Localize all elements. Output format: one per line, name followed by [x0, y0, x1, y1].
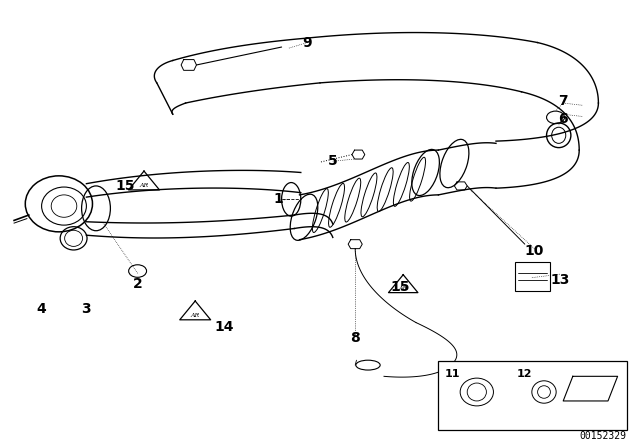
Text: 15: 15 — [115, 179, 134, 193]
Text: 3: 3 — [81, 302, 92, 316]
Text: AR: AR — [140, 183, 148, 189]
Text: 13: 13 — [550, 273, 570, 287]
Text: 14: 14 — [214, 320, 234, 334]
Text: AR: AR — [191, 313, 200, 319]
Text: 15: 15 — [390, 280, 410, 294]
Text: 4: 4 — [36, 302, 47, 316]
Bar — [438, 361, 627, 430]
Text: 2: 2 — [132, 277, 143, 292]
Text: 11: 11 — [451, 394, 470, 408]
Text: 7: 7 — [558, 94, 568, 108]
Bar — [515, 262, 550, 291]
Text: 00152329: 00152329 — [579, 431, 626, 441]
Text: 12: 12 — [518, 394, 538, 408]
Text: 1: 1 — [273, 192, 284, 207]
Text: 6: 6 — [558, 112, 568, 126]
Text: 11: 11 — [445, 369, 460, 379]
Text: 8: 8 — [350, 331, 360, 345]
Text: 5: 5 — [328, 154, 338, 168]
Text: 10: 10 — [525, 244, 544, 258]
Text: 12: 12 — [517, 369, 532, 379]
Text: AR: AR — [399, 286, 408, 292]
Text: 9: 9 — [302, 35, 312, 50]
